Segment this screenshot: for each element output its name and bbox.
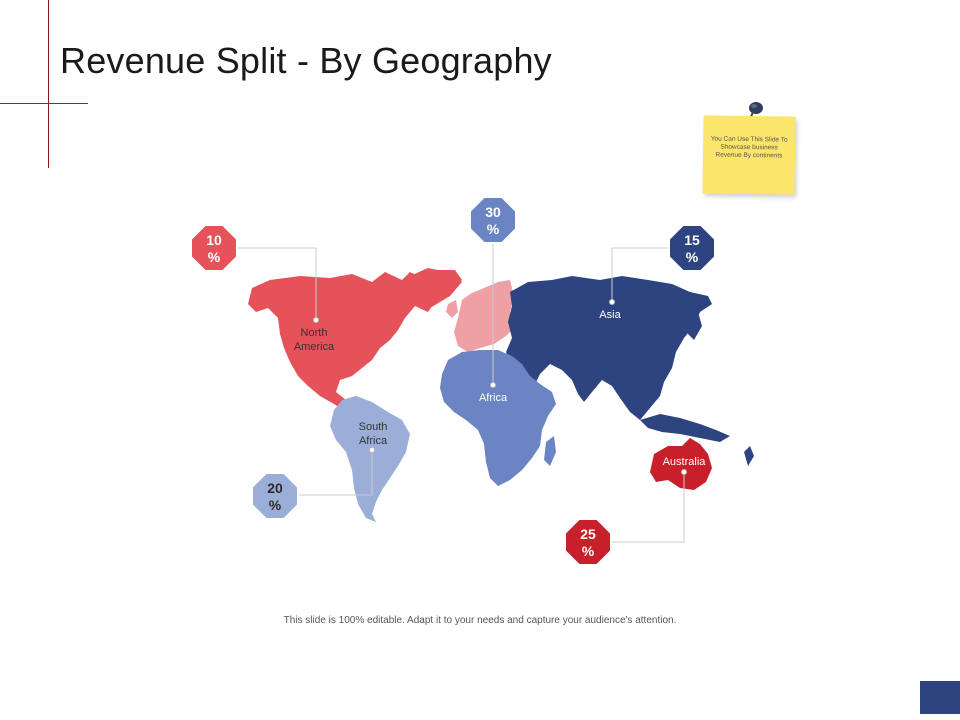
badge-south-america-value: 20 [267, 480, 283, 496]
south-america-shape [330, 396, 410, 522]
leader-south-america [298, 450, 373, 496]
badge-asia-unit: % [686, 249, 699, 265]
badge-europe-unit: % [487, 221, 500, 237]
label-south-africa-line1: South [359, 421, 388, 433]
label-north-america-line1: North [301, 327, 328, 339]
decorative-horizontal-line [0, 103, 88, 104]
australia-shape [650, 438, 712, 490]
badge-north-america: 10 % [190, 224, 238, 272]
label-north-america-line2: America [294, 341, 335, 353]
leader-lines [238, 244, 685, 543]
asia-shape [506, 276, 712, 420]
badge-south-america: 20 % [251, 472, 299, 520]
badge-north-america-value: 10 [206, 232, 222, 248]
label-south-africa-line2: Africa [359, 435, 388, 447]
leader-asia [611, 247, 668, 302]
north-america-shape [248, 270, 462, 412]
leader-australia [612, 472, 685, 543]
madagascar-shape [544, 436, 556, 466]
label-asia: Asia [599, 309, 621, 321]
uk-shape [446, 300, 458, 318]
africa-shape [440, 350, 556, 486]
badge-asia-value: 15 [684, 232, 700, 248]
europe-shape [454, 280, 516, 352]
dot-north-america [313, 317, 319, 323]
badge-south-america-unit: % [269, 497, 282, 513]
badge-asia: 15 % [668, 224, 716, 272]
japan-shape [688, 312, 702, 340]
badge-australia: 25 % [564, 518, 612, 566]
dot-australia [681, 469, 687, 475]
badge-europe: 30 % [469, 196, 517, 244]
leader-north-america [238, 247, 317, 320]
dot-europe [490, 382, 496, 388]
dot-asia [609, 299, 615, 305]
badge-australia-value: 25 [580, 526, 596, 542]
badge-north-america-unit: % [208, 249, 221, 265]
label-australia: Australia [663, 456, 707, 468]
badge-australia-unit: % [582, 543, 595, 559]
slide-title: Revenue Split - By Geography [60, 40, 552, 81]
badge-europe-value: 30 [485, 204, 501, 220]
southeast-asia-islands-shape [640, 414, 730, 442]
decorative-vertical-line [48, 0, 49, 168]
greenland-shape [410, 268, 462, 308]
label-africa: Africa [479, 392, 508, 404]
corner-accent-block [920, 681, 960, 714]
dot-south-america [369, 447, 375, 453]
footer-note: This slide is 100% editable. Adapt it to… [283, 615, 677, 626]
new-zealand-shape [744, 446, 754, 466]
